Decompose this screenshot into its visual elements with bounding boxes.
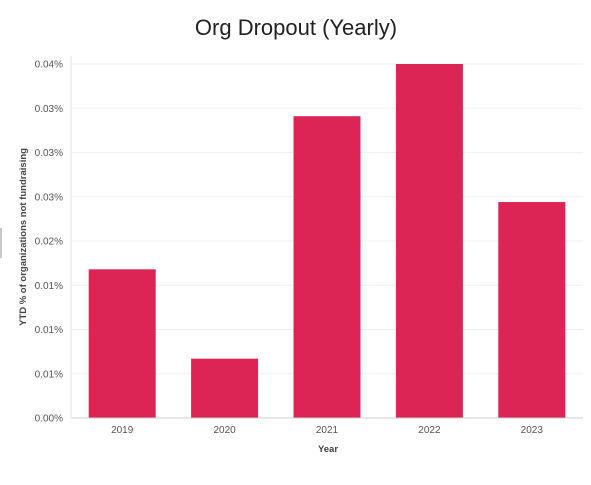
grid-lines: [71, 63, 583, 375]
chart-title: Org Dropout (Yearly): [195, 15, 397, 40]
x-axis-title: Year: [318, 444, 338, 455]
bar-2019[interactable]: [88, 269, 156, 418]
x-tick-label: 2022: [418, 425, 441, 436]
y-tick-label: 0.01%: [35, 325, 63, 336]
y-tick-label: 0.03%: [35, 104, 63, 115]
bar-2022[interactable]: [395, 64, 463, 418]
y-tick-label: 0.03%: [35, 192, 63, 203]
y-tick-label: 0.04%: [35, 60, 63, 71]
y-tick-label: 0.01%: [35, 281, 63, 292]
x-tick-label: 2021: [316, 425, 339, 436]
x-axis-ticks: 2019 2020 2021 2022 2023: [111, 425, 543, 436]
x-tick-label: 2019: [111, 425, 134, 436]
x-tick-label: 2020: [213, 425, 236, 436]
y-axis-ticks: 0.00% 0.01% 0.01% 0.01% 0.02% 0.03% 0.03% 0.03%…: [35, 60, 63, 425]
y-tick-label: 0.03%: [35, 148, 63, 159]
y-tick-label: 0.02%: [35, 237, 63, 248]
left-edge-marker: [0, 228, 2, 258]
bars: [88, 64, 566, 418]
y-tick-label: 0.01%: [35, 369, 63, 380]
y-axis-title: YTD % of organizations not fundraising: [18, 148, 29, 326]
bar-2021[interactable]: [293, 116, 361, 418]
y-tick-label: 0.00%: [35, 414, 63, 425]
x-tick-label: 2023: [521, 425, 544, 436]
bar-2023[interactable]: [498, 202, 566, 418]
bar-2020[interactable]: [191, 358, 259, 418]
